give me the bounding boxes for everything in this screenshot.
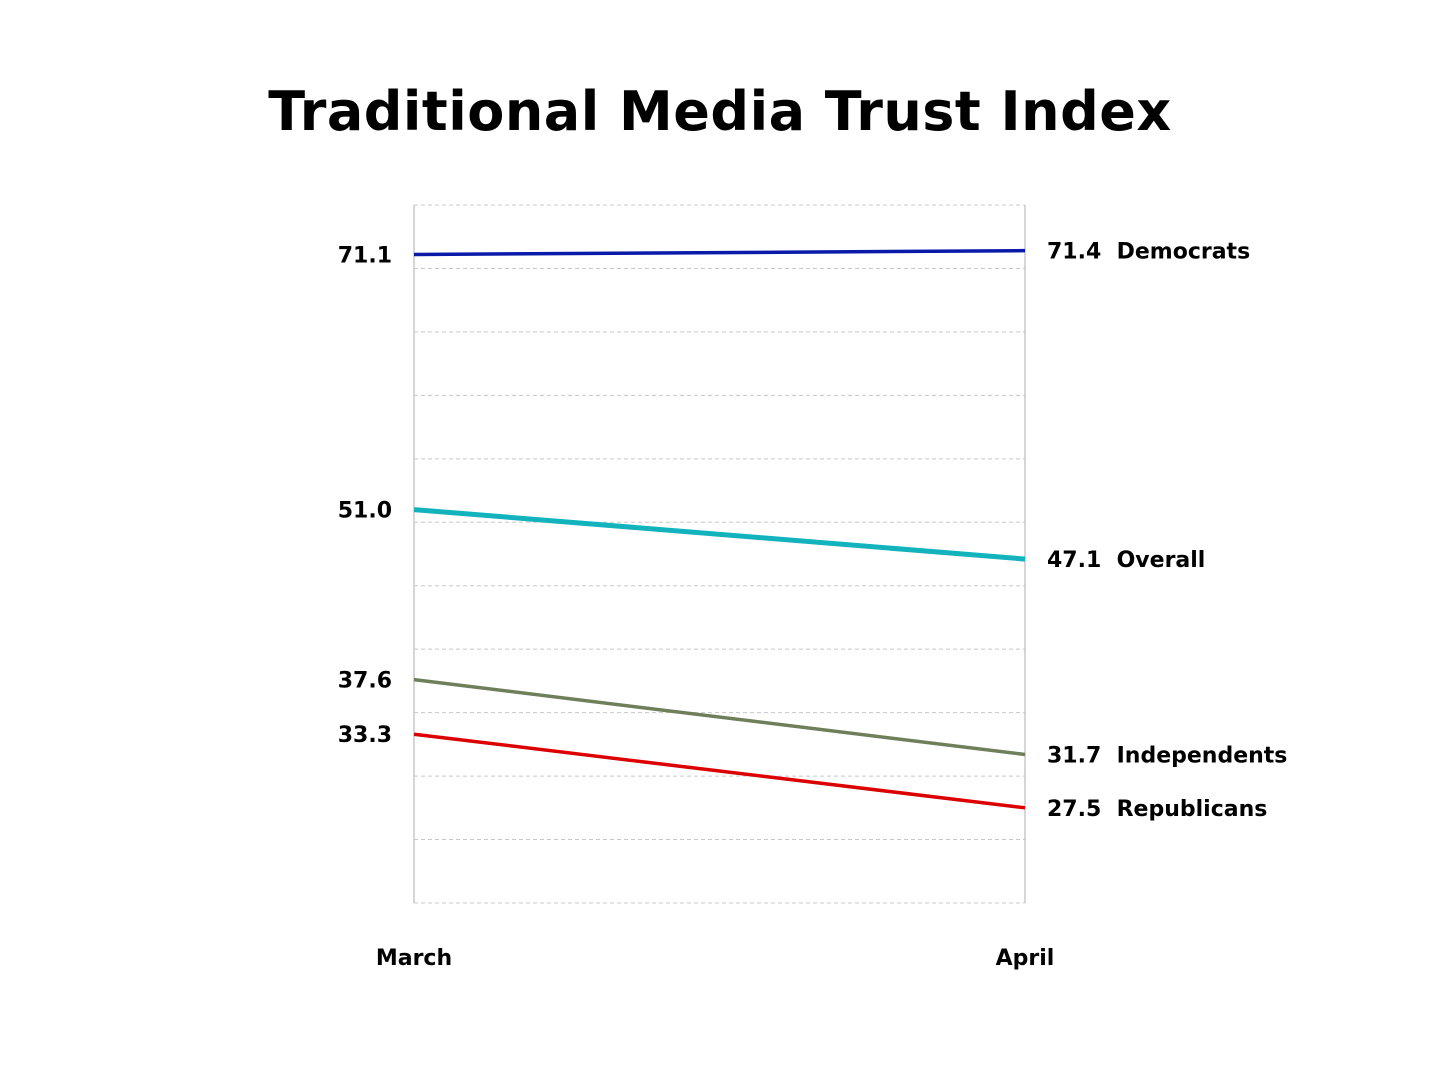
series-line-independents [413, 677, 1026, 757]
data-label-march-republicans: 33.3 [338, 723, 392, 748]
data-label-march-overall: 51.0 [338, 499, 392, 524]
data-label-march-democrats: 71.1 [338, 243, 392, 268]
series-line-overall [413, 507, 1026, 562]
gridlines [414, 204, 1025, 904]
data-label-april-republicans: 27.5 Republicans [1047, 797, 1267, 822]
data-label-april-independents: 31.7 Independents [1047, 744, 1287, 769]
data-label-april-overall: 47.1 Overall [1047, 548, 1205, 573]
axes: March April [376, 205, 1055, 971]
chart-title: Traditional Media Trust Index [268, 80, 1172, 143]
series-line-democrats [413, 248, 1026, 257]
series-lines [413, 248, 1026, 810]
data-label-march-independents: 37.6 [338, 669, 392, 694]
data-labels: 71.1 71.4 Democrats 51.0 47.1 Overall 37.6 31… [338, 240, 1288, 822]
series-line-republicans [413, 732, 1026, 810]
data-label-april-democrats: 71.4 Democrats [1047, 240, 1250, 265]
x-tick-label: April [996, 946, 1055, 971]
x-tick-label: March [376, 946, 452, 971]
